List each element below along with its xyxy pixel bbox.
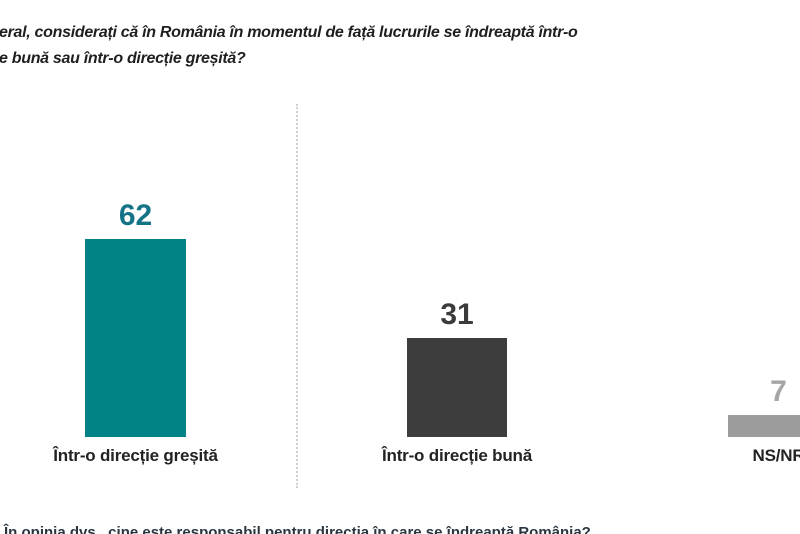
clipped-footer-text: În opinia dvs., cine este responsabil pe… — [4, 524, 591, 534]
question-title: eral, considerați că în România în momen… — [0, 20, 659, 72]
bar-value-label: 31 — [440, 298, 474, 331]
bar — [85, 239, 186, 437]
bar — [728, 415, 800, 437]
bar-value-label: 62 — [118, 199, 153, 232]
bar-category-label: Într-o direcție bună — [382, 446, 532, 465]
vertical-dotted-divider — [296, 104, 298, 488]
bar-value-label: 7 — [770, 375, 787, 408]
question-title-line1: eral, considerați că în România în momen… — [0, 24, 578, 41]
bar-category-label: NS/NR — [752, 446, 800, 465]
question-title-line2: e bună sau într-o direcție greșită? — [0, 50, 246, 67]
bar — [407, 338, 507, 437]
bar-category-label: Într-o direcție greșită — [53, 446, 218, 465]
